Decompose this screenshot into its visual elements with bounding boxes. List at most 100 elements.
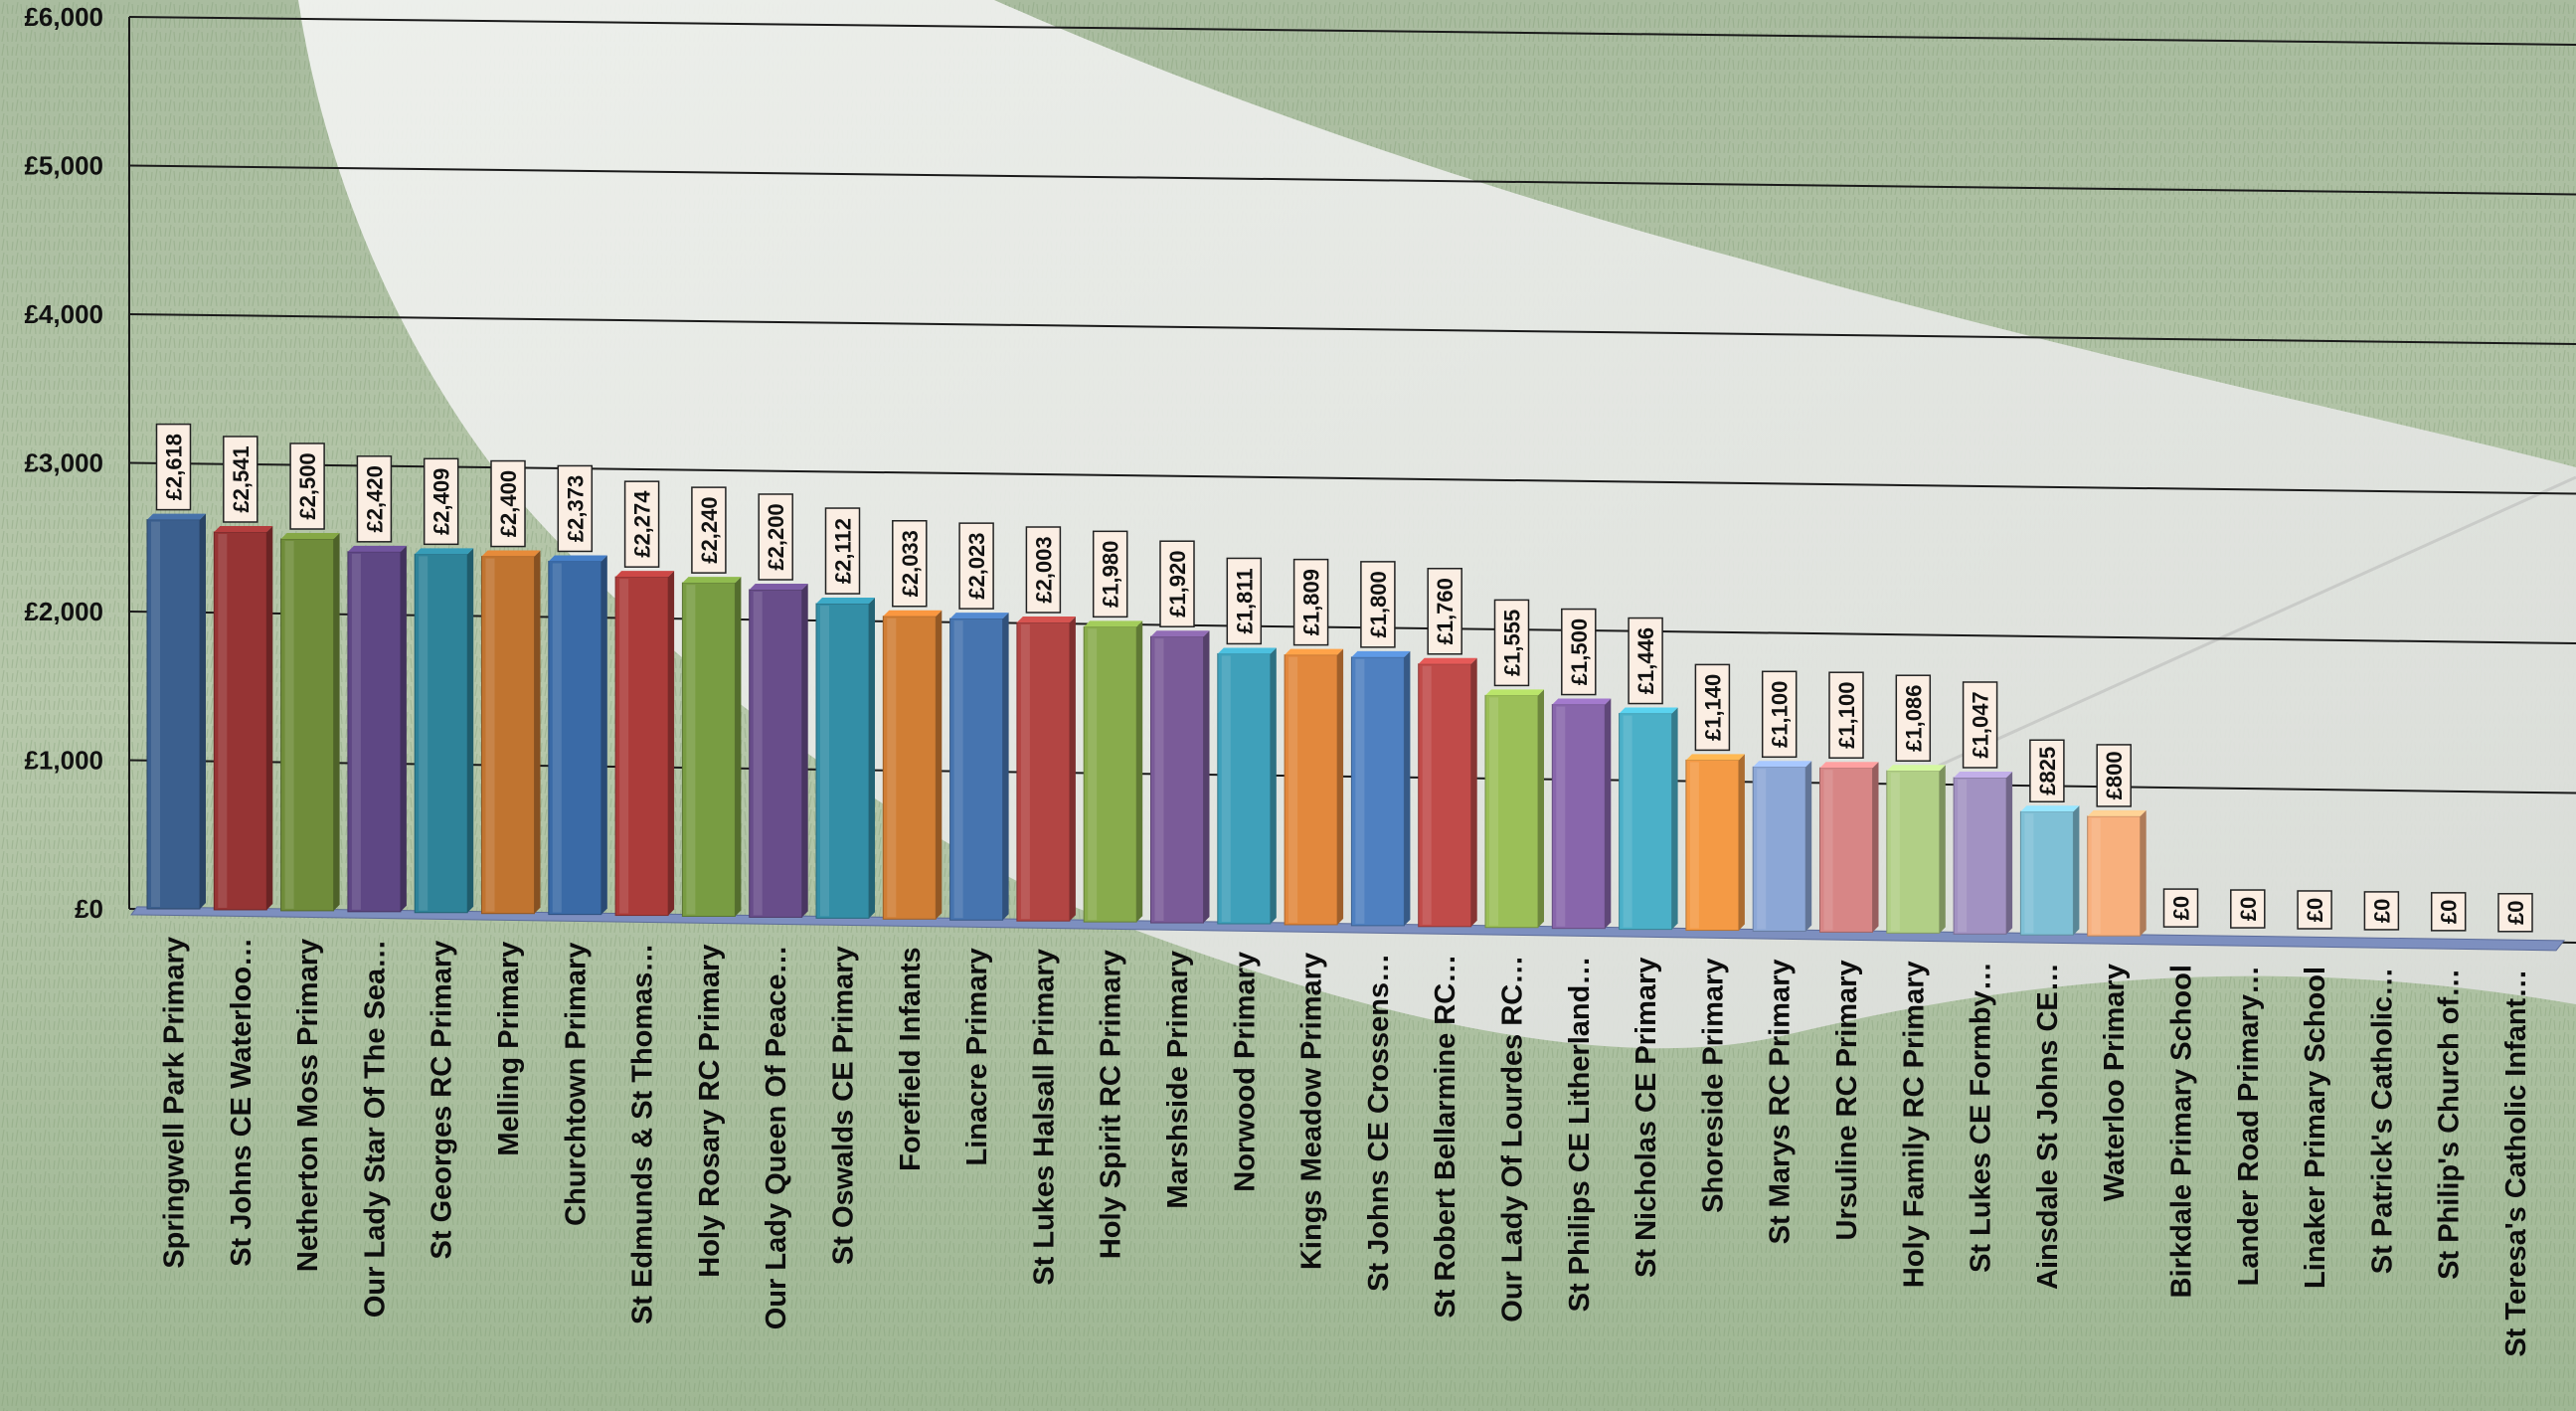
data-label: £2,003: [1025, 526, 1062, 614]
data-label: £2,112: [824, 507, 861, 595]
bar: [1418, 657, 1477, 928]
svg-text:£2,200: £2,200: [764, 503, 788, 570]
y-tick-label: £6,000: [24, 2, 103, 32]
svg-text:£1,086: £1,086: [1901, 685, 1926, 752]
category-label: St Marys RC Primary: [1765, 959, 1797, 1244]
y-tick-label: £5,000: [24, 151, 103, 181]
bar: [2087, 809, 2147, 937]
svg-text:£2,500: £2,500: [295, 452, 320, 519]
data-label: £0: [2430, 892, 2467, 932]
category-label: Marshside Primary: [1162, 951, 1194, 1209]
category-labels: Springwell Park Primary St Johns CE Water…: [159, 937, 2533, 1357]
gridline: [128, 164, 2576, 196]
svg-text:£2,033: £2,033: [898, 530, 923, 597]
category-label: Norwood Primary: [1229, 952, 1261, 1192]
svg-text:£1,100: £1,100: [1834, 682, 1859, 749]
svg-text:£2,373: £2,373: [563, 475, 588, 542]
svg-text:£2,420: £2,420: [362, 465, 387, 532]
data-label: £1,446: [1628, 617, 1663, 705]
data-label: £1,809: [1292, 558, 1329, 646]
category-label: St Patrick's Catholic…: [2366, 968, 2398, 1274]
svg-text:£2,003: £2,003: [1031, 536, 1056, 603]
y-tick-label: £1,000: [24, 746, 103, 776]
bar: [1685, 754, 1745, 932]
bar: [1083, 620, 1143, 923]
data-label: £800: [2096, 744, 2132, 807]
category-label: Lander Road Primary…: [2233, 966, 2265, 1286]
svg-text:£1,920: £1,920: [1165, 551, 1190, 617]
data-label: £1,086: [1895, 674, 1932, 762]
data-label: £2,373: [557, 464, 594, 553]
category-label: St Oswalds CE Primary: [828, 946, 860, 1265]
svg-text:£2,112: £2,112: [831, 518, 856, 584]
bar: [1284, 648, 1344, 926]
bar: [681, 577, 742, 917]
data-label: £0: [2297, 890, 2332, 930]
data-label: £0: [2497, 893, 2533, 933]
data-label: £2,033: [892, 520, 928, 608]
bar: [1016, 617, 1076, 922]
svg-text:£825: £825: [2035, 747, 2060, 795]
svg-text:£1,100: £1,100: [1768, 681, 1793, 748]
svg-text:£0: £0: [2437, 900, 2462, 924]
category-label: Holy Family RC Primary: [1898, 961, 1930, 1288]
data-label: £1,047: [1962, 681, 1998, 769]
y-axis: £0 £1,000 £2,000 £3,000 £4,000 £5,000 £6,000: [24, 2, 130, 924]
bar: [1953, 771, 2013, 935]
data-label: £2,200: [758, 493, 793, 581]
y-tick-label: £0: [75, 894, 103, 924]
bar: [815, 598, 875, 919]
gridline: [128, 461, 2576, 495]
bar: [1484, 689, 1544, 929]
data-label: £2,541: [223, 436, 258, 523]
category-label: St Nicholas CE Primary: [1631, 958, 1662, 1278]
bar: [1150, 630, 1210, 924]
svg-text:£1,980: £1,980: [1099, 541, 1123, 608]
data-label: £0: [2230, 889, 2266, 929]
data-label: £0: [2162, 888, 2199, 928]
svg-text:£0: £0: [2169, 896, 2194, 920]
svg-text:£1,500: £1,500: [1567, 618, 1592, 685]
category-label: Holy Rosary RC Primary: [694, 944, 726, 1277]
data-label: £825: [2029, 739, 2065, 803]
category-label: Netherton Moss Primary: [292, 939, 324, 1272]
category-label: Ursuline RC Primary: [1831, 960, 1863, 1240]
svg-text:£0: £0: [2303, 898, 2327, 922]
svg-text:£2,400: £2,400: [496, 470, 521, 537]
data-label: £2,274: [623, 480, 660, 568]
category-label: St Philip's Church of…: [2434, 969, 2466, 1280]
data-label: £1,500: [1561, 608, 1597, 696]
data-label: £2,240: [691, 486, 727, 574]
category-label: Birkdale Primary School: [2166, 965, 2198, 1298]
category-label: St Johns CE Waterloo…: [226, 938, 258, 1267]
gridline: [128, 313, 2576, 345]
bar: [1752, 761, 1812, 932]
svg-text:£1,809: £1,809: [1299, 569, 1324, 635]
category-label: Kings Meadow Primary: [1296, 953, 1328, 1270]
bar: [2019, 805, 2080, 936]
bar: [1217, 647, 1277, 925]
bar: [882, 610, 943, 920]
bar: [280, 532, 340, 912]
svg-text:£1,047: £1,047: [1969, 691, 1993, 758]
category-label: Holy Spirit RC Primary: [1096, 950, 1127, 1259]
category-label: Linacre Primary: [961, 948, 993, 1165]
category-label: Our Lady Star Of The Sea…: [359, 940, 391, 1318]
category-label: St Lukes Halsall Primary: [1028, 949, 1060, 1286]
category-label: Forefield Infants: [895, 947, 927, 1171]
category-label: St Robert Bellarmine RC…: [1430, 955, 1461, 1319]
bar: [749, 583, 808, 918]
data-label: £1,555: [1493, 599, 1530, 687]
category-label: Melling Primary: [493, 942, 525, 1156]
category-label: Springwell Park Primary: [159, 937, 191, 1269]
bar: [548, 555, 607, 916]
y-tick-label: £4,000: [24, 299, 103, 329]
svg-text:£2,023: £2,023: [964, 532, 989, 599]
data-label: £2,400: [490, 459, 526, 548]
svg-text:£1,811: £1,811: [1232, 568, 1257, 633]
data-label: £1,140: [1694, 663, 1731, 752]
data-label: £1,980: [1092, 530, 1128, 618]
bar: [414, 548, 474, 914]
data-label: £1,811: [1226, 557, 1263, 645]
